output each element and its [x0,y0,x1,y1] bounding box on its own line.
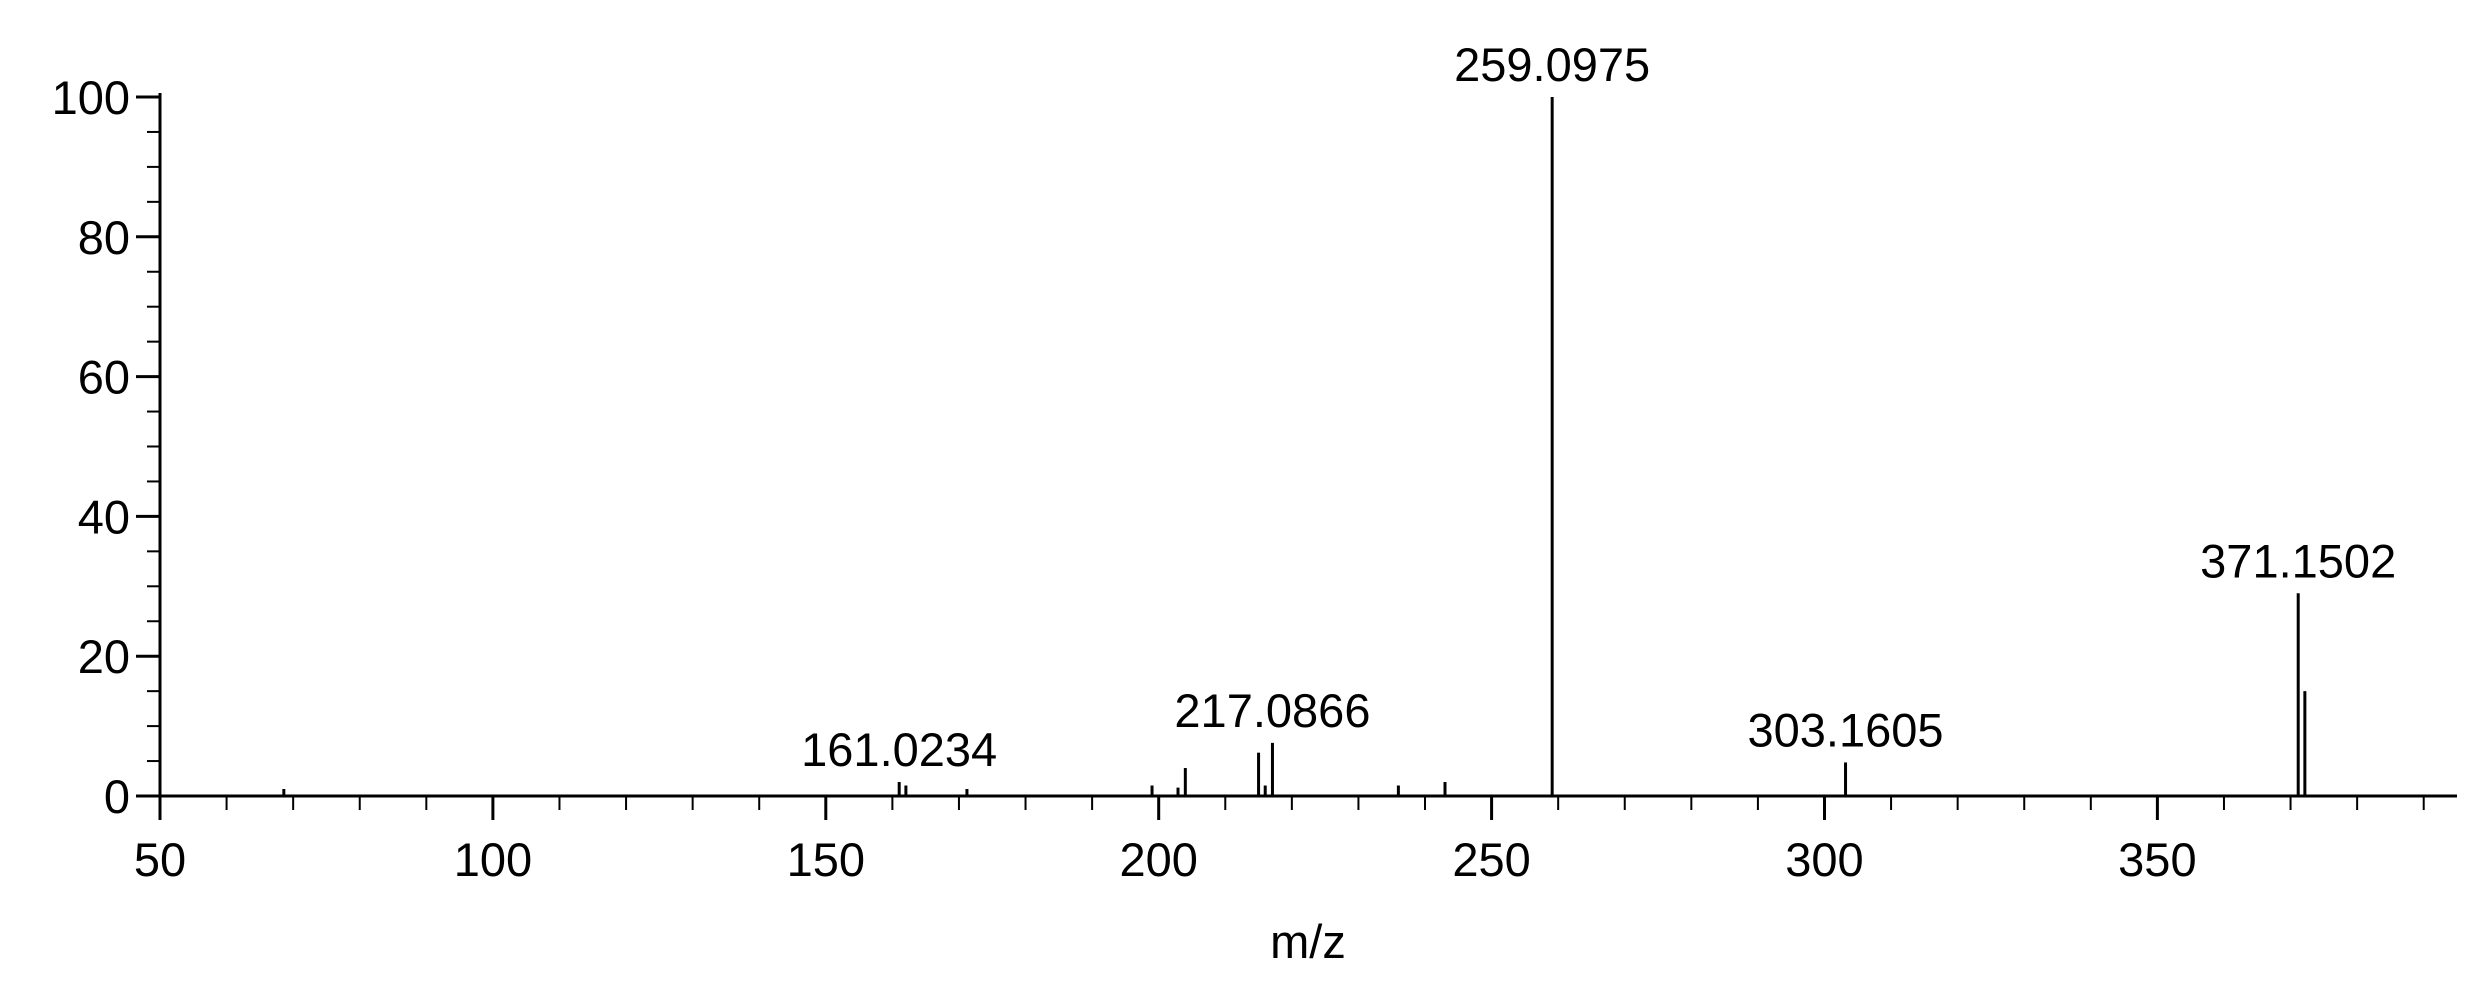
x-tick-label: 350 [2118,833,2196,886]
x-tick-label: 250 [1452,833,1530,886]
peak-label: 303.1605 [1748,703,1944,756]
x-tick-label: 300 [1785,833,1863,886]
y-tick-label: 60 [78,351,130,404]
y-tick-label: 80 [78,211,130,264]
x-tick-label: 150 [787,833,865,886]
x-tick-label: 50 [134,833,186,886]
peak-label: 161.0234 [801,723,997,776]
peak-label: 371.1502 [2200,534,2396,587]
y-tick-label: 0 [104,770,130,823]
x-tick-label: 200 [1119,833,1197,886]
x-tick-label: 100 [454,833,532,886]
peak-label: 259.0975 [1454,38,1650,91]
y-tick-label: 20 [78,630,130,683]
peak-label: 217.0866 [1174,684,1370,737]
y-tick-label: 40 [78,490,130,543]
y-tick-label: 100 [52,71,130,124]
x-axis-label: m/z [1270,915,1346,968]
